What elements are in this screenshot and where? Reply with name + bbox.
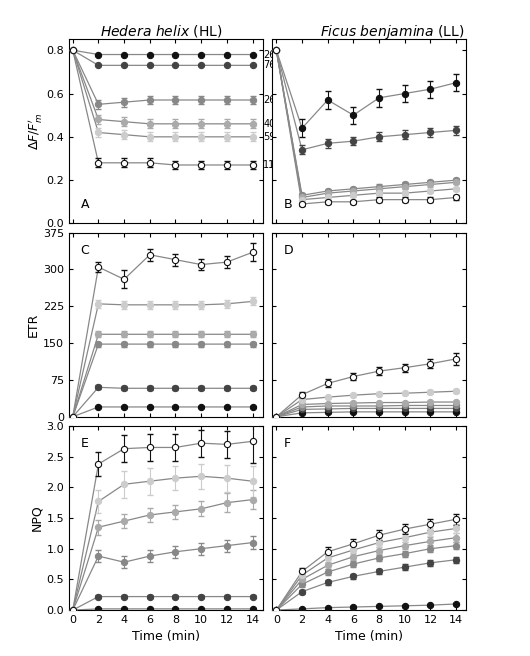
Text: D: D [284, 244, 294, 256]
Text: F: F [284, 437, 292, 450]
Text: 26: 26 [263, 49, 276, 60]
Text: A: A [81, 197, 89, 211]
X-axis label: Time (min): Time (min) [335, 630, 403, 644]
Text: 597: 597 [263, 132, 282, 142]
Text: 1128: 1128 [263, 160, 288, 170]
Y-axis label: $\Delta F/F_m'$: $\Delta F/F_m'$ [25, 113, 43, 150]
Text: 76: 76 [263, 60, 276, 70]
Text: B: B [284, 197, 293, 211]
Text: C: C [81, 244, 89, 256]
Y-axis label: ETR: ETR [27, 312, 40, 337]
Text: 404: 404 [263, 119, 282, 129]
Y-axis label: NPQ: NPQ [31, 504, 43, 531]
Text: $\it{Ficus\ benjamina}$ (LL): $\it{Ficus\ benjamina}$ (LL) [320, 23, 464, 41]
X-axis label: Time (min): Time (min) [132, 630, 200, 644]
Text: $\it{Hedera\ helix}$ (HL): $\it{Hedera\ helix}$ (HL) [100, 23, 223, 39]
Text: E: E [81, 437, 89, 450]
Text: 264: 264 [263, 95, 282, 105]
